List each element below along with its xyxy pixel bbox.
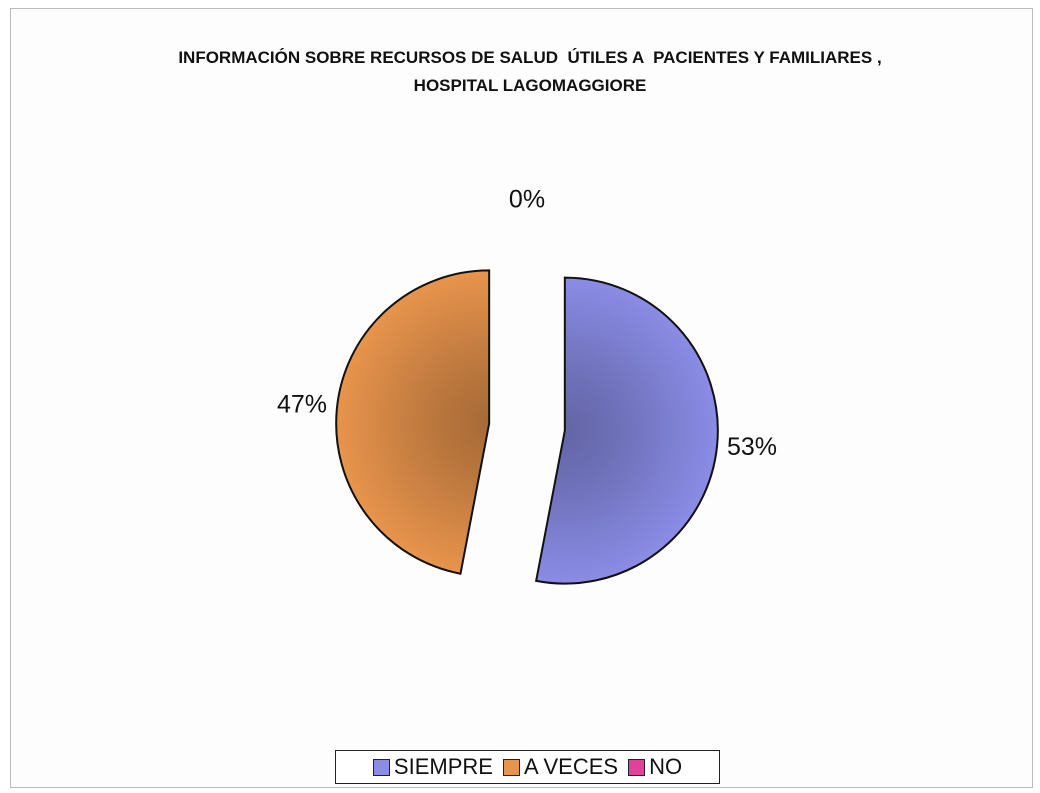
chart-title: INFORMACIÓN SOBRE RECURSOS DE SALUD ÚTIL… bbox=[178, 48, 887, 95]
legend-item: A VECES bbox=[502, 754, 619, 780]
pie-slice bbox=[335, 269, 491, 575]
legend-swatch bbox=[372, 758, 390, 776]
legend-label: SIEMPRE bbox=[393, 754, 493, 779]
data-label: 53% bbox=[727, 433, 777, 461]
data-label: 0% bbox=[509, 186, 545, 214]
legend-item: NO bbox=[628, 754, 682, 780]
legend-label: A VECES bbox=[523, 754, 619, 779]
legend: SIEMPRE A VECES NO bbox=[335, 750, 720, 784]
legend-label: NO bbox=[649, 754, 683, 779]
chart-frame bbox=[10, 8, 1033, 788]
legend-item: SIEMPRE bbox=[372, 754, 493, 780]
pie-slice bbox=[534, 276, 719, 585]
legend-swatch bbox=[502, 758, 520, 776]
data-label: 47% bbox=[277, 390, 327, 418]
legend-swatch bbox=[628, 758, 646, 776]
